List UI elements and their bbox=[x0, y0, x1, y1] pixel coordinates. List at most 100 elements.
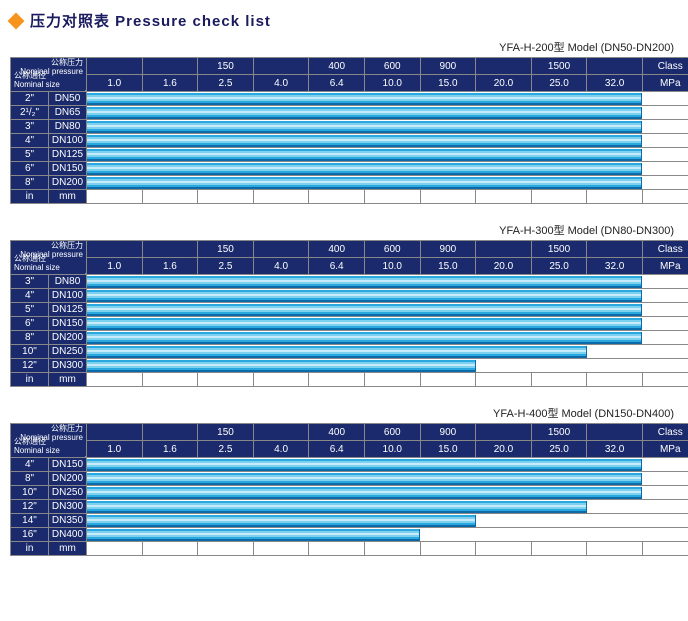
table-row: 10"DN250 bbox=[11, 345, 688, 359]
pressure-table-section: YFA-H-400型 Model (DN150-DN400) 公称压力Nomina… bbox=[10, 405, 678, 556]
table-row: 10"DN250 bbox=[11, 486, 688, 500]
corner-header: 公称压力Nominal pressure公称通径Nominal size bbox=[11, 241, 87, 275]
bar-cell bbox=[87, 303, 688, 317]
empty-cell bbox=[587, 373, 643, 387]
empty-cell bbox=[531, 373, 587, 387]
size-mm-cell: DN400 bbox=[49, 528, 87, 542]
bar-cell bbox=[87, 500, 688, 514]
nominal-size-label: 公称通径Nominal size bbox=[14, 255, 60, 273]
pressure-bar bbox=[87, 304, 642, 316]
pressure-bar bbox=[87, 177, 642, 189]
pressure-table-section: YFA-H-200型 Model (DN50-DN200)公称压力Nominal… bbox=[10, 39, 678, 204]
pressure-bar bbox=[87, 276, 642, 288]
table-row: 3"DN80 bbox=[11, 120, 688, 134]
page-title: 压力对照表 Pressure check list bbox=[30, 10, 271, 31]
size-in-cell: 4" bbox=[11, 134, 49, 148]
size-mm-cell: DN250 bbox=[49, 486, 87, 500]
table-row: 4"DN100 bbox=[11, 289, 688, 303]
empty-cell bbox=[364, 190, 420, 204]
nominal-pressure-label: 公称压力Nominal pressure bbox=[20, 425, 83, 443]
empty-cell bbox=[309, 190, 365, 204]
mpa-value-cell: 32.0 bbox=[587, 441, 643, 458]
pressure-bar bbox=[87, 529, 420, 541]
size-mm-cell: DN80 bbox=[49, 275, 87, 289]
class-value-cell: 600 bbox=[364, 58, 420, 75]
pressure-table-section: YFA-H-300型 Model (DN80-DN300)公称压力Nominal… bbox=[10, 222, 678, 387]
class-value-cell: 400 bbox=[309, 241, 365, 258]
unit-in: in bbox=[11, 190, 49, 204]
size-in-cell: 6" bbox=[11, 317, 49, 331]
pressure-bar bbox=[87, 121, 642, 133]
bar-cell bbox=[87, 486, 688, 500]
pressure-bar bbox=[87, 107, 642, 119]
size-in-cell: 3" bbox=[11, 120, 49, 134]
pressure-bar bbox=[87, 459, 642, 471]
mpa-value-cell: 20.0 bbox=[476, 258, 532, 275]
class-value-cell bbox=[142, 424, 198, 441]
empty-cell bbox=[642, 542, 688, 556]
size-mm-cell: DN100 bbox=[49, 134, 87, 148]
empty-cell bbox=[87, 373, 143, 387]
table-row: 5"DN125 bbox=[11, 303, 688, 317]
empty-cell bbox=[253, 190, 309, 204]
class-value-cell: 600 bbox=[364, 424, 420, 441]
size-in-cell: 5" bbox=[11, 148, 49, 162]
pressure-bar bbox=[87, 93, 642, 105]
mpa-value-cell: 20.0 bbox=[476, 75, 532, 92]
size-mm-cell: DN300 bbox=[49, 359, 87, 373]
class-value-cell: 400 bbox=[309, 58, 365, 75]
empty-cell bbox=[198, 542, 254, 556]
size-in-cell: 8" bbox=[11, 176, 49, 190]
class-value-cell: 150 bbox=[198, 424, 254, 441]
pressure-bar bbox=[87, 346, 587, 358]
empty-cell bbox=[476, 542, 532, 556]
bar-cell bbox=[87, 514, 688, 528]
class-value-cell bbox=[253, 58, 309, 75]
table-row: 8"DN200 bbox=[11, 331, 688, 345]
table-row: 14"DN350 bbox=[11, 514, 688, 528]
bar-cell bbox=[87, 458, 688, 472]
class-value-cell bbox=[87, 58, 143, 75]
size-in-cell: 10" bbox=[11, 486, 49, 500]
mpa-value-cell: 4.0 bbox=[253, 441, 309, 458]
mpa-value-cell: 25.0 bbox=[531, 75, 587, 92]
empty-cell bbox=[87, 190, 143, 204]
empty-cell bbox=[253, 542, 309, 556]
mpa-value-cell: 15.0 bbox=[420, 441, 476, 458]
class-value-cell bbox=[87, 241, 143, 258]
bar-cell bbox=[87, 120, 688, 134]
table-row: 5"DN125 bbox=[11, 148, 688, 162]
size-in-cell: 16" bbox=[11, 528, 49, 542]
pressure-bar bbox=[87, 501, 587, 513]
bar-cell bbox=[87, 134, 688, 148]
empty-cell bbox=[198, 373, 254, 387]
table-row: 16"DN400 bbox=[11, 528, 688, 542]
bar-cell bbox=[87, 289, 688, 303]
size-in-cell: 2" bbox=[11, 92, 49, 106]
size-mm-cell: DN100 bbox=[49, 289, 87, 303]
bar-cell bbox=[87, 176, 688, 190]
class-value-cell: 600 bbox=[364, 241, 420, 258]
class-value-cell bbox=[87, 424, 143, 441]
size-mm-cell: DN150 bbox=[49, 162, 87, 176]
bar-cell bbox=[87, 148, 688, 162]
empty-cell bbox=[142, 542, 198, 556]
mpa-value-cell: 10.0 bbox=[364, 75, 420, 92]
size-mm-cell: DN250 bbox=[49, 345, 87, 359]
mpa-value-cell: 2.5 bbox=[198, 258, 254, 275]
pressure-bar bbox=[87, 163, 642, 175]
pressure-bar bbox=[87, 332, 642, 344]
class-value-cell bbox=[476, 241, 532, 258]
bar-cell bbox=[87, 331, 688, 345]
mpa-value-cell: 4.0 bbox=[253, 75, 309, 92]
nominal-size-label: 公称通径Nominal size bbox=[14, 72, 60, 90]
size-mm-cell: DN125 bbox=[49, 303, 87, 317]
size-mm-cell: DN50 bbox=[49, 92, 87, 106]
table-row: 6"DN150 bbox=[11, 162, 688, 176]
model-label: YFA-H-400型 Model (DN150-DN400) bbox=[10, 405, 678, 421]
unit-in: in bbox=[11, 373, 49, 387]
empty-cell bbox=[587, 190, 643, 204]
empty-cell bbox=[420, 373, 476, 387]
mpa-value-cell: 10.0 bbox=[364, 258, 420, 275]
size-in-cell: 3" bbox=[11, 275, 49, 289]
